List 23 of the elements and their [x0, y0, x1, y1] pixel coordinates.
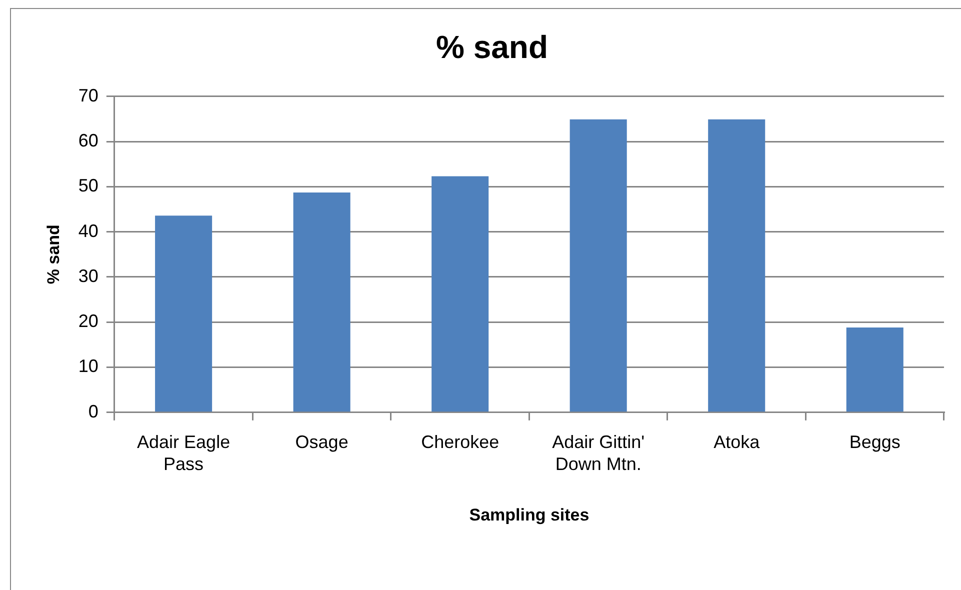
- y-tick-label: 60: [78, 130, 98, 151]
- bar: [155, 216, 212, 412]
- x-tick-label: Adair Eagle Pass: [137, 432, 230, 474]
- y-tick-label: 20: [78, 311, 98, 332]
- x-axis-title: Sampling sites: [469, 505, 590, 524]
- y-axis-title: % sand: [44, 224, 63, 284]
- bar: [293, 192, 350, 412]
- y-tick-label: 10: [78, 356, 98, 376]
- y-tick-label: 70: [78, 85, 98, 106]
- bar: [708, 119, 766, 412]
- y-tick-label: 30: [78, 266, 98, 286]
- x-tick-label: Cherokee: [421, 432, 500, 452]
- x-tick-label: Adair Gittin' Down Mtn.: [552, 432, 645, 474]
- bar: [570, 119, 627, 412]
- x-tick-label: Osage: [295, 432, 348, 452]
- bar: [432, 176, 489, 412]
- chart-title: % sand: [436, 29, 548, 66]
- y-tick-label: 50: [78, 176, 98, 196]
- y-tick-label: 40: [78, 220, 98, 241]
- bar: [846, 328, 904, 412]
- x-tick-label: Atoka: [714, 432, 761, 452]
- y-tick-label: 0: [88, 401, 98, 422]
- x-tick-label: Beggs: [849, 432, 900, 452]
